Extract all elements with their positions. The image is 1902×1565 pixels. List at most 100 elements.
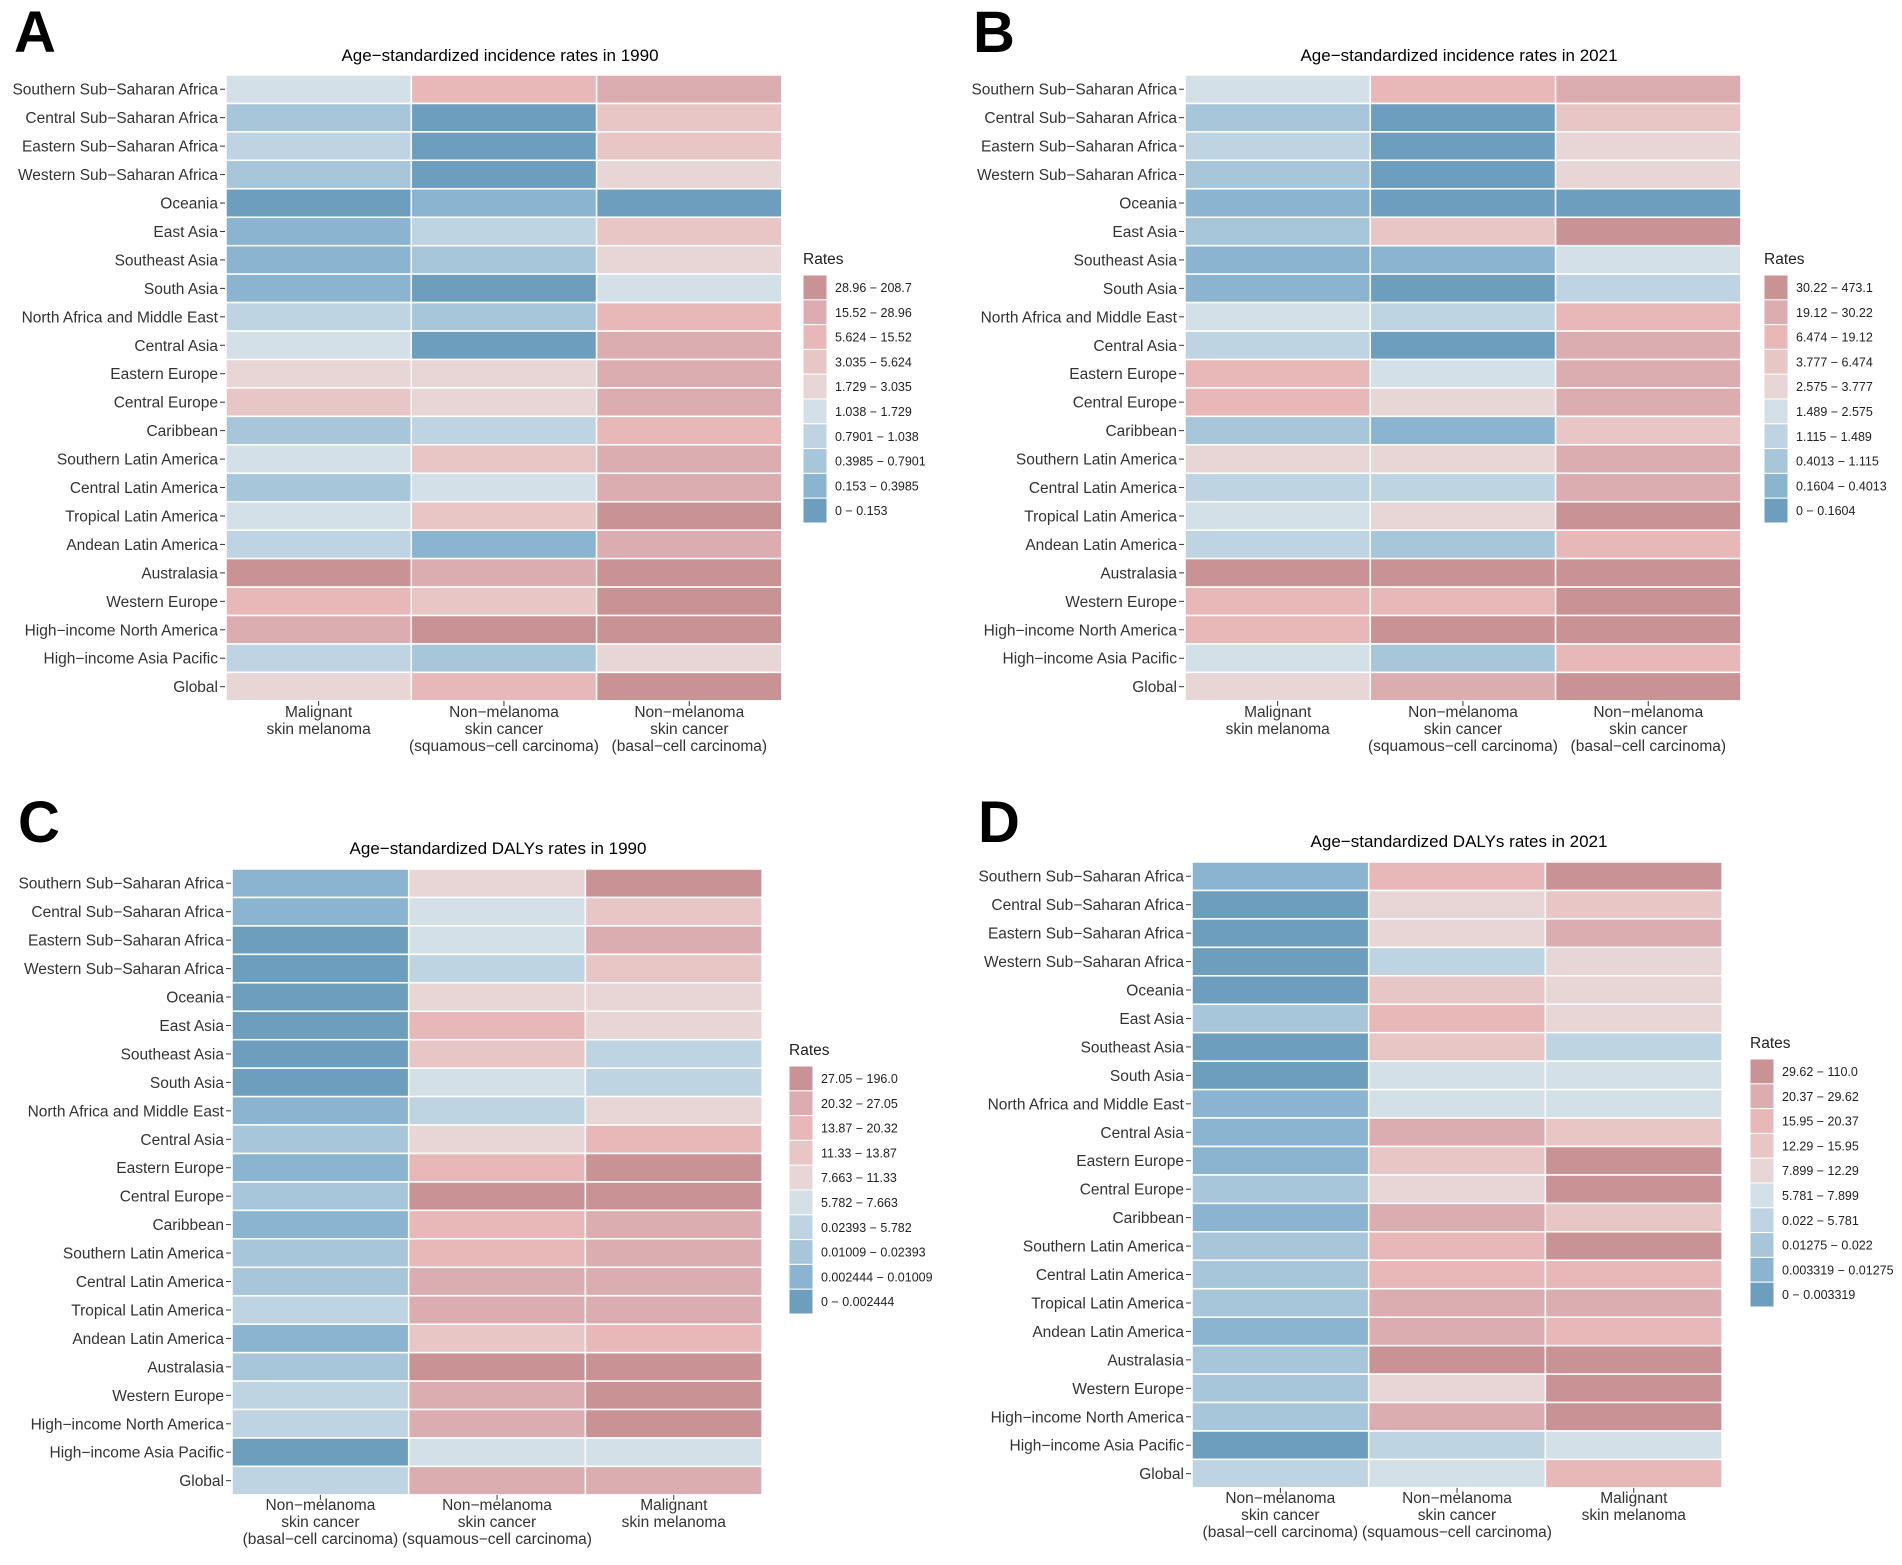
heatmap-cell [584, 1408, 763, 1439]
heatmap-cell [1367, 1031, 1547, 1062]
legend-title: Rates [1750, 1035, 1791, 1052]
legend-swatch [788, 1090, 814, 1117]
heatmap-cell [595, 244, 783, 275]
heatmap-cell [584, 1266, 763, 1297]
column-label: Non−melanoma skin cancer (squamous−cell ca… [1362, 1490, 1552, 1541]
heatmap-cell [1554, 358, 1742, 389]
heatmap-cell [225, 614, 413, 645]
legend-swatch [1749, 1132, 1775, 1159]
heatmap-cell [1367, 1003, 1547, 1034]
heatmap-cell [407, 1323, 587, 1354]
heatmap-cell [1544, 1288, 1723, 1318]
heatmap-cell [1191, 1145, 1370, 1176]
legend-label: 1.038 − 1.729 [835, 405, 912, 419]
heatmap-cell [584, 1323, 763, 1354]
row-label: Caribbean [152, 1217, 224, 1234]
row-label: Eastern Sub−Saharan Africa [28, 933, 224, 950]
legend-swatch [1749, 1083, 1775, 1110]
heatmap-cell [231, 1351, 410, 1382]
heatmap-cell [1367, 946, 1547, 977]
panel-b-letter: B [973, 0, 1015, 65]
heatmap-cell [1184, 444, 1372, 474]
heatmap-cell [407, 1095, 587, 1126]
heatmap-cell [225, 586, 413, 617]
heatmap-cell [1367, 1316, 1547, 1347]
heatmap-cell [231, 1295, 410, 1325]
heatmap-cell [1369, 102, 1557, 133]
row-label: East Asia [153, 224, 218, 241]
heatmap-cell [1367, 1117, 1547, 1148]
heatmap-cell [1184, 472, 1372, 503]
legend-label: 5.782 − 7.663 [821, 1196, 898, 1210]
heatmap-cell [1554, 159, 1742, 190]
heatmap-cell [1191, 1373, 1370, 1404]
heatmap-cell [231, 925, 410, 956]
column-label: Malignant skin melanoma [1226, 704, 1331, 738]
heatmap-cell [225, 387, 413, 418]
legend-swatch [1749, 1281, 1775, 1308]
heatmap-cell [1369, 74, 1557, 105]
heatmap-cell [1369, 529, 1557, 560]
row-label: North Africa and Middle East [988, 1096, 1185, 1113]
heatmap-cell [595, 415, 783, 446]
heatmap-cell [1191, 1117, 1370, 1148]
row-label: South Asia [150, 1075, 224, 1092]
row-label: Central Latin America [70, 480, 219, 497]
heatmap-cell [584, 1380, 763, 1411]
legend-swatch [1763, 448, 1789, 474]
heatmap-cell [225, 244, 413, 275]
legend-swatch [1763, 299, 1789, 326]
heatmap-cell [225, 444, 413, 474]
heatmap-cell [595, 159, 783, 190]
heatmap-cell [595, 216, 783, 247]
heatmap-cell [1369, 387, 1557, 418]
heatmap-cell [595, 131, 783, 162]
heatmap-cell [1184, 102, 1372, 133]
heatmap-cell [410, 131, 598, 162]
heatmap-cell [1544, 1344, 1723, 1375]
heatmap-cell [1184, 671, 1372, 702]
legend-label: 0.3985 − 0.7901 [835, 455, 926, 469]
row-label: Central Asia [134, 338, 218, 355]
heatmap-cell [1367, 1202, 1547, 1233]
row-label: Central Asia [140, 1132, 224, 1149]
row-label: Central Europe [1080, 1182, 1184, 1199]
legend-label: 11.33 − 13.87 [821, 1146, 897, 1160]
row-label: High−income Asia Pacific [50, 1445, 225, 1462]
heatmap-cell [410, 444, 598, 474]
row-label: High−income North America [31, 1416, 225, 1433]
row-label: East Asia [1112, 224, 1177, 241]
row-label: Central Sub−Saharan Africa [25, 110, 218, 127]
heatmap-cell [1554, 330, 1742, 361]
legend-swatch [802, 274, 828, 301]
heatmap-cell [231, 1038, 410, 1069]
heatmap-cell [407, 1238, 587, 1268]
panel-b-title: Age−standardized incidence rates in 2021 [1300, 46, 1617, 65]
heatmap-cell [1191, 1231, 1370, 1261]
heatmap-cell [1367, 1088, 1547, 1119]
heatmap-cell [407, 1010, 587, 1041]
row-label: High−income Asia Pacific [44, 651, 219, 668]
heatmap-cell [225, 501, 413, 531]
heatmap-cell [1554, 102, 1742, 133]
legend-label: 0.4013 − 1.115 [1796, 455, 1879, 469]
heatmap-cell [1184, 501, 1372, 531]
heatmap-cell [1191, 1031, 1370, 1062]
heatmap-cell [407, 925, 587, 956]
legend-label: 29.62 − 110.0 [1782, 1065, 1858, 1079]
legend-swatch [788, 1164, 814, 1191]
heatmap-cell [225, 301, 413, 332]
heatmap-cell [584, 1437, 763, 1468]
heatmap-cell [231, 896, 410, 927]
legend-label: 30.22 − 473.1 [1796, 281, 1873, 295]
row-label: South Asia [144, 281, 218, 298]
heatmap-cell [1544, 1117, 1723, 1148]
heatmap-cell [595, 330, 783, 361]
heatmap-cell [1191, 1430, 1370, 1461]
heatmap-cell [584, 1238, 763, 1268]
row-label: Southern Latin America [1016, 452, 1178, 469]
legend-label: 3.035 − 5.624 [835, 355, 912, 369]
legend-swatch [1749, 1256, 1775, 1283]
heatmap-cell [225, 330, 413, 361]
legend-label: 1.115 − 1.489 [1796, 430, 1872, 444]
